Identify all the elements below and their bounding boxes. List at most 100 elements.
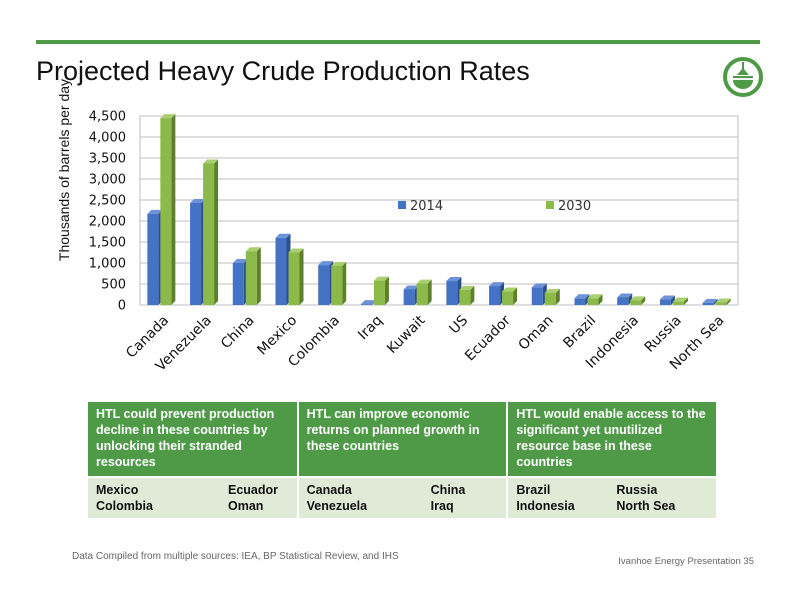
bar-2030-ecuador xyxy=(502,291,514,305)
y-tick-label: 3,000 xyxy=(89,173,126,188)
bar-side xyxy=(256,247,261,305)
slide-title: Projected Heavy Crude Production Rates xyxy=(36,56,530,86)
bar-2030-iraq xyxy=(373,280,385,305)
bar-side xyxy=(513,287,518,305)
bar-2030-us xyxy=(459,289,471,305)
table-cell-countries: Canada China Venezuela Iraq xyxy=(297,476,509,518)
bar-2030-oman xyxy=(544,292,556,305)
bar-side xyxy=(670,295,675,305)
bar-2030-colombia xyxy=(331,265,343,305)
table-header-enable-access: HTL would enable access to the significa… xyxy=(507,402,718,477)
country-name: Venezuela xyxy=(306,499,368,513)
country-name: Indonesia xyxy=(516,499,575,513)
bar-side xyxy=(726,298,731,305)
bar-2030-china xyxy=(245,251,257,305)
bar-side xyxy=(299,248,304,305)
bar-top xyxy=(672,297,688,302)
legend-label: 2030 xyxy=(558,199,591,214)
bar-side xyxy=(555,288,560,305)
bar-2030-venezuela xyxy=(203,163,215,305)
bar-top xyxy=(232,259,248,263)
bar-top xyxy=(416,279,432,284)
bar-2014-kuwait xyxy=(403,289,415,305)
company-logo-icon xyxy=(723,57,763,97)
bar-2014-us xyxy=(446,281,458,305)
bar-top xyxy=(587,294,603,299)
x-tick-label: Oman xyxy=(516,313,557,354)
bar-top xyxy=(160,114,176,119)
bar-top xyxy=(659,295,675,300)
x-tick-label: US xyxy=(446,312,471,337)
bar-side xyxy=(384,276,389,305)
bar-top xyxy=(459,285,475,290)
table-cell-countries: Mexico Ecuador Colombia Oman xyxy=(88,476,299,518)
bar-2014-china xyxy=(232,263,244,305)
bar-side xyxy=(713,298,718,305)
legend-swatch xyxy=(546,201,554,209)
bar-side xyxy=(171,114,176,305)
bar-2030-canada xyxy=(160,118,172,305)
y-tick-label: 2,000 xyxy=(89,215,126,230)
bar-2014-ecuador xyxy=(489,286,501,305)
bar-2014-canada xyxy=(147,213,159,305)
bar-2014-colombia xyxy=(318,265,330,305)
bar-top xyxy=(617,293,633,298)
bar-2014-iraq xyxy=(360,304,372,305)
bar-2014-brazil xyxy=(574,298,586,305)
htl-table: HTL could prevent production decline in … xyxy=(88,402,718,518)
table-header-improve-returns: HTL can improve economic returns on plan… xyxy=(297,402,509,477)
bar-top xyxy=(446,277,462,282)
x-tick-label: Ecuador xyxy=(462,312,514,364)
bar-top xyxy=(147,209,163,214)
table-header-prevent-decline: HTL could prevent production decline in … xyxy=(88,402,299,477)
bar-side xyxy=(683,297,688,305)
bar-side xyxy=(628,293,633,305)
bar-2030-brazil xyxy=(587,298,599,305)
bar-2030-north-sea xyxy=(715,302,727,305)
bar-top xyxy=(502,287,518,292)
country-name: Brazil xyxy=(516,483,551,497)
bar-2030-kuwait xyxy=(416,283,428,305)
country-name: Iraq xyxy=(430,499,454,513)
y-tick-label: 2,500 xyxy=(89,194,126,209)
x-tick-label: China xyxy=(218,313,258,353)
x-tick-label: Brazil xyxy=(560,313,599,352)
bar-top xyxy=(203,159,219,164)
legend-swatch xyxy=(398,201,406,209)
bar-2030-indonesia xyxy=(630,300,642,305)
x-tick-label: Iraq xyxy=(355,313,386,344)
country-name: China xyxy=(430,483,466,497)
country-name: Canada xyxy=(306,483,352,497)
bar-2030-mexico xyxy=(288,252,300,305)
top-rule xyxy=(36,40,760,44)
bar-side xyxy=(427,279,432,305)
bar-top xyxy=(403,285,419,290)
bar-top xyxy=(190,198,206,203)
country-name: North Sea xyxy=(616,499,676,513)
bar-top xyxy=(715,298,731,303)
y-tick-label: 4,500 xyxy=(89,110,126,125)
bar-top xyxy=(373,276,389,281)
bar-top xyxy=(574,294,590,299)
bar-2014-indonesia xyxy=(617,297,629,305)
bar-side xyxy=(598,294,603,305)
page-footer: Ivanhoe Energy Presentation 35 xyxy=(618,556,754,567)
bar-2014-north-sea xyxy=(702,302,714,305)
y-tick-label: 0 xyxy=(118,299,126,314)
source-footnote: Data Compiled from multiple sources: IEA… xyxy=(72,551,399,562)
bar-top xyxy=(318,261,334,266)
y-tick-label: 1,500 xyxy=(89,236,126,251)
bar-top xyxy=(531,283,547,288)
bar-top xyxy=(275,233,291,238)
bar-top xyxy=(288,248,304,253)
country-name: Oman xyxy=(228,499,264,513)
bar-side xyxy=(342,261,347,305)
y-tick-label: 500 xyxy=(101,278,126,293)
bar-top xyxy=(702,298,718,303)
y-tick-label: 3,500 xyxy=(89,152,126,167)
bar-top xyxy=(360,300,376,305)
bar-top xyxy=(544,288,560,293)
country-name: Colombia xyxy=(96,499,153,513)
country-name: Ecuador xyxy=(228,483,279,497)
bar-side xyxy=(214,159,219,305)
